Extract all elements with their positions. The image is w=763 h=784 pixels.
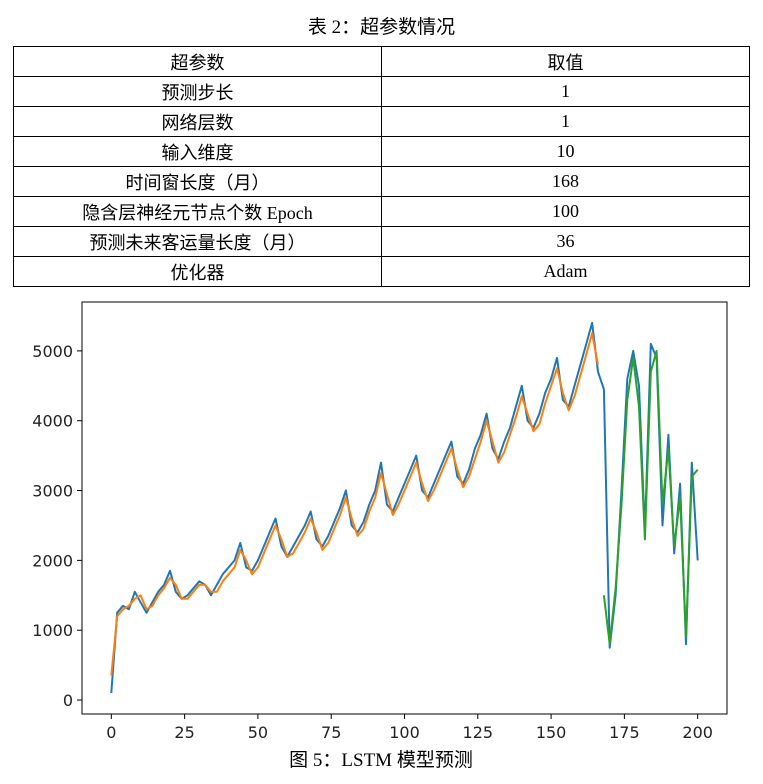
table-row: 网络层数 1 xyxy=(13,106,750,137)
x-tick-label: 100 xyxy=(389,723,420,742)
table-row: 预测步长 1 xyxy=(13,76,750,107)
y-tick-label: 1000 xyxy=(32,621,73,640)
y-tick-label: 2000 xyxy=(32,551,73,570)
table-cell: 168 xyxy=(381,166,750,197)
table-cell: 100 xyxy=(381,196,750,227)
table-header: 超参数 取值 xyxy=(13,46,750,77)
x-tick-label: 50 xyxy=(248,723,268,742)
table-cell: 预测未来客运量长度（月） xyxy=(13,226,382,257)
table-cell: 输入维度 xyxy=(13,136,382,167)
table-caption: 表 2：超参数情况 xyxy=(307,17,456,38)
series-line xyxy=(110,332,599,676)
table-cell: Adam xyxy=(381,256,750,287)
table-cell: 36 xyxy=(381,226,750,257)
table-cell: 隐含层神经元节点个数 Epoch xyxy=(13,196,382,227)
y-tick-label: 0 xyxy=(63,691,73,710)
table-cell: 优化器 xyxy=(13,256,382,287)
y-tick-label: 5000 xyxy=(32,342,73,361)
x-tick-label: 175 xyxy=(609,723,640,742)
y-tick-label: 3000 xyxy=(32,482,73,501)
table-cell: 取值 xyxy=(381,46,750,77)
series-line xyxy=(110,321,699,694)
x-tick-label: 75 xyxy=(321,723,341,742)
figure-caption: 图 5：LSTM 模型预测 xyxy=(289,749,473,771)
table-cell: 时间窗长度（月） xyxy=(13,166,382,197)
table-row: 输入维度 10 xyxy=(13,136,750,167)
x-tick-label: 0 xyxy=(106,723,116,742)
chart: 图 5：LSTM 模型预测 0 1000 2000 3000 4000 5000 0 25 50… xyxy=(32,301,728,771)
table: 超参数 取值 预测步长 1 网络层数 1 输入维度 10 时间窗长度（月） 168 隐含层神经元节点… xyxy=(13,46,750,287)
table-cell: 网络层数 xyxy=(13,106,382,137)
table-row: 预测未来客运量长度（月） 36 xyxy=(13,226,750,257)
series-line xyxy=(602,349,699,646)
table-row: 时间窗长度（月） 168 xyxy=(13,166,750,197)
table-cell: 1 xyxy=(381,76,750,107)
x-tick-label: 200 xyxy=(682,723,713,742)
x-tick-label: 150 xyxy=(536,723,567,742)
y-tick-label: 4000 xyxy=(32,412,73,431)
x-tick-label: 25 xyxy=(174,723,194,742)
x-tick-label: 125 xyxy=(463,723,494,742)
table-row: 优化器 Adam xyxy=(13,256,750,287)
table-cell: 预测步长 xyxy=(13,76,382,107)
table-row: 隐含层神经元节点个数 Epoch 100 xyxy=(13,196,750,227)
table-cell: 10 xyxy=(381,136,750,167)
table-cell: 1 xyxy=(381,106,750,137)
table-cell: 超参数 xyxy=(13,46,382,77)
